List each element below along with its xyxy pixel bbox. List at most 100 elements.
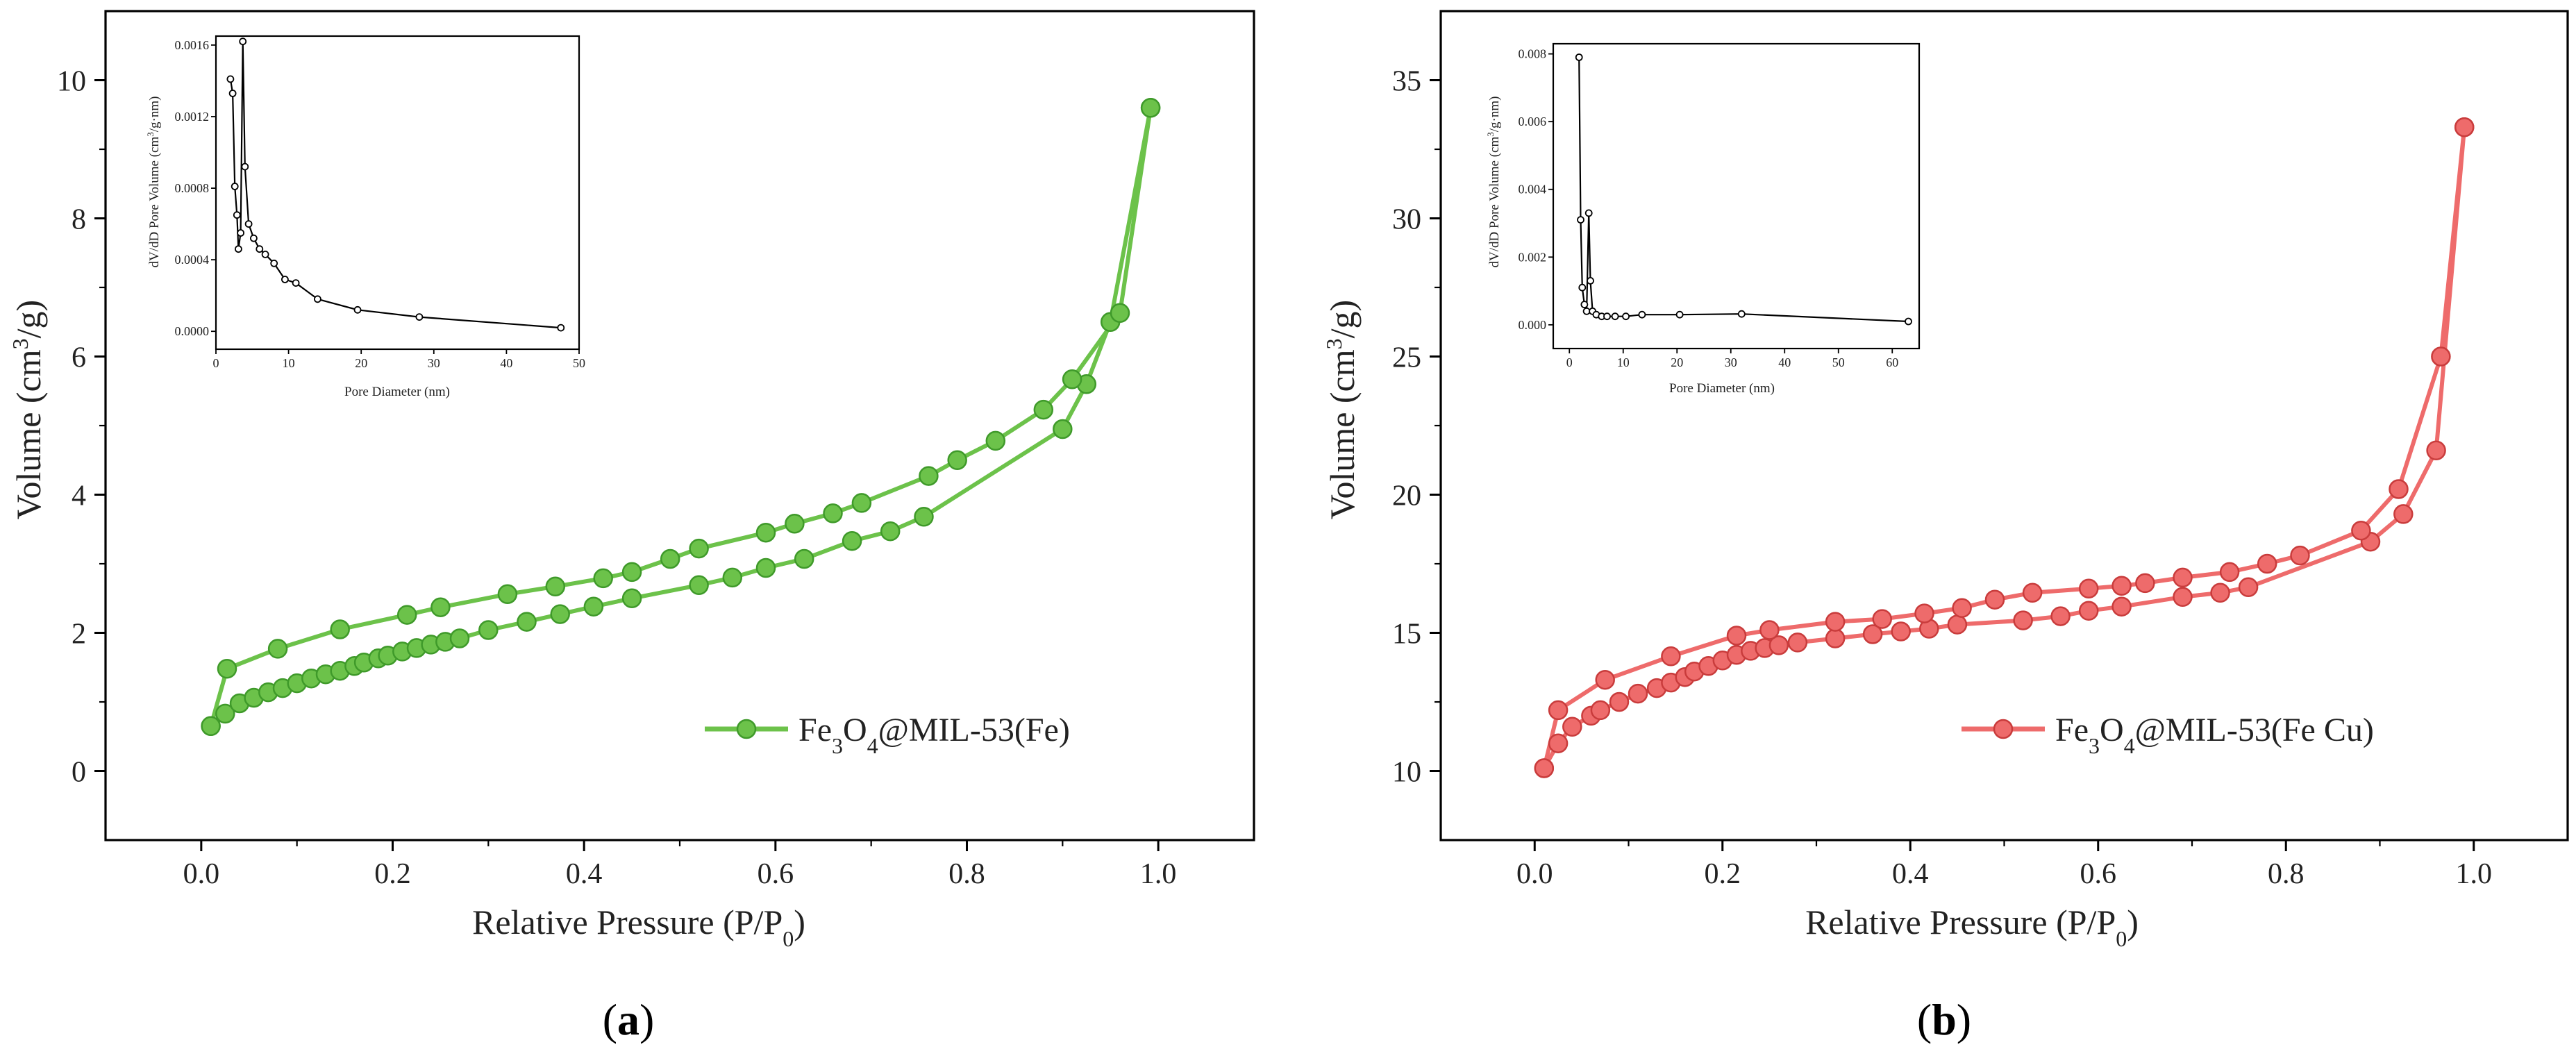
panel-a-desorption-point [396,605,417,625]
panel-a-inset-x-tick-label: 30 [428,356,440,370]
panel-a-desorption-point [919,466,939,486]
panel-b-inset-x-tick-label: 50 [1832,355,1845,369]
panel-b-desorption-point [1759,620,1780,640]
panel-a-inset-x-tick-label: 20 [355,356,367,370]
panel-b-adsorption-point [2050,606,2071,626]
panel-b-label: (b) [1917,995,1971,1044]
panel-b-desorption-point [1661,646,1681,667]
panel-a-inset-x-tick-label: 50 [573,356,585,370]
panel-b-desorption-point [2135,573,2155,594]
panel-b-inset-y-tick-label: 0.002 [1519,250,1547,264]
panel-a-label: (a) [603,995,655,1044]
panel-b-adsorption-point [2393,504,2414,524]
panel-a-adsorption-point [1053,419,1073,439]
panel-b-desorption-point [2290,545,2310,566]
panel-b-inset-point [1580,301,1589,309]
panel-a-desorption-point [430,597,451,617]
panel-b-desorption-point [1872,609,1892,629]
panel-b-adsorption-point [1548,733,1569,753]
panel-a-inset-y-tick-label: 0.0008 [175,181,210,195]
panel-b-desorption-point [2431,346,2451,367]
panel-a-inset-point [241,162,249,171]
panel-b-desorption-point [1726,626,1747,646]
panel-b-desorption-point [2173,567,2193,588]
panel-b-y-axis-label: Volume (cm3/g) [1321,300,1362,519]
panel-a-x-tick-label: 0.8 [948,858,985,890]
panel-b-inset-y-axis-label: dV/dD Pore Volume (cm3/g·nm) [1485,97,1503,268]
panel-a-y-tick-label: 8 [72,204,86,236]
panel-b-adsorption-point [1768,635,1789,655]
panel-a-inset-point [313,295,321,303]
panel-a-adsorption-point [914,507,934,527]
panel-a-desorption-point [785,514,805,534]
panel-a-desorption-point [755,522,776,543]
panel-b: Volume (cm3/g) Relative Pressure (P/P0) … [1321,97,2374,1044]
panel-b-adsorption-point [1628,683,1648,704]
panel-b-inset-x-axis-label: Pore Diameter (nm) [1669,381,1775,396]
panel-b-y-tick-label: 20 [1392,480,1421,512]
panel-a-desorption-point [1140,98,1161,118]
panel-a-legend-marker [736,719,757,739]
panel-b-inset-x-tick-label: 20 [1671,355,1683,369]
panel-a-inset: 0 10 20 30 40 50 0.0000 0.0004 0.0008 0.0012 0.001… [175,35,585,370]
panel-a-inset-y-tick-label: 0.0004 [175,253,210,267]
panel-a-inset-point [256,245,264,253]
panel-a-inset-x-tick-label: 0 [213,356,219,370]
panel-a-desorption-point [823,503,843,523]
panel-a-inset-point [249,234,258,242]
panel-b-inset-point [1905,317,1912,326]
panel-a-desorption-point [689,538,709,559]
panel-b-inset-point [1603,312,1611,321]
panel-a-adsorption-point [621,588,642,609]
panel-a-adsorption-point [880,521,901,542]
panel-b-y-tick-label: 30 [1392,204,1421,236]
panel-b-x-axis-label: Relative Pressure (P/P0) [1805,903,2139,951]
panel-b-desorption-point [2389,479,2409,499]
panel-a-inset-point [237,229,245,237]
panel-a-adsorption-point [478,620,499,640]
panel-a-legend-label: Fe3O4@MIL-53(Fe) [798,712,1070,758]
panel-b-desorption-point [1825,612,1846,632]
panel-a-desorption-point [545,576,566,597]
panel-b-y-tick-label: 25 [1392,342,1421,374]
panel-a-desorption-point [1110,303,1130,324]
panel-a-y-tick-label: 4 [72,480,86,512]
panel-b-desorption-point [2078,578,2099,599]
panel-b-inset-point [1638,310,1646,319]
panel-a-x-tick-label: 0.6 [758,858,794,890]
panel-a-desorption-point [1033,399,1054,420]
panel-b-x-tick-label: 0.2 [1705,858,1741,890]
panel-b-x-tick-label: 0.4 [1892,858,1929,890]
panel-b-inset-point [1675,310,1684,319]
panel-a-inset-point [226,75,235,83]
panel-a-desorption-point [201,716,221,737]
panel-b-desorption-point [2454,117,2475,137]
panel-b-inset-x-tick-label: 40 [1778,355,1791,369]
panel-b-legend-marker [1993,719,2014,739]
panel-a-adsorption-point [755,558,776,578]
panel-a-inset-x-tick-label: 10 [283,356,295,370]
panel-b-desorption-point [1984,589,2005,610]
panel-a-inset-point [234,245,242,253]
panel-b-inset-frame [1552,42,1921,350]
panel-a-adsorption-point [583,596,604,617]
panel-b-y-tick-label: 10 [1392,757,1421,789]
panel-b-x-tick-label: 1.0 [2456,858,2493,890]
panel-a-inset-point [353,305,362,314]
panel-a-inset-y-tick-label: 0.0012 [175,110,210,124]
panel-b-inset-y-tick-label: 0.004 [1519,183,1547,196]
panel-b-inset-point [1578,283,1587,292]
panel-b-adsorption-point [1891,621,1911,642]
panel-a-desorption-point [621,562,642,583]
panel-b-desorption-point [1595,669,1615,690]
panel-b-adsorption-point [1862,624,1883,644]
panel-b-inset-x-tick-label: 0 [1566,355,1573,369]
panel-a-inset-y-tick-label: 0.0016 [175,38,210,52]
panel-b-adsorption-point [2173,587,2193,607]
panel-a-desorption-point [851,493,872,513]
panel-b-inset-x-tick-label: 60 [1886,355,1898,369]
panel-b-inset-point [1622,312,1630,321]
panel-a-y-tick-label: 6 [72,342,86,374]
panel-b-adsorption-point [1609,692,1630,712]
